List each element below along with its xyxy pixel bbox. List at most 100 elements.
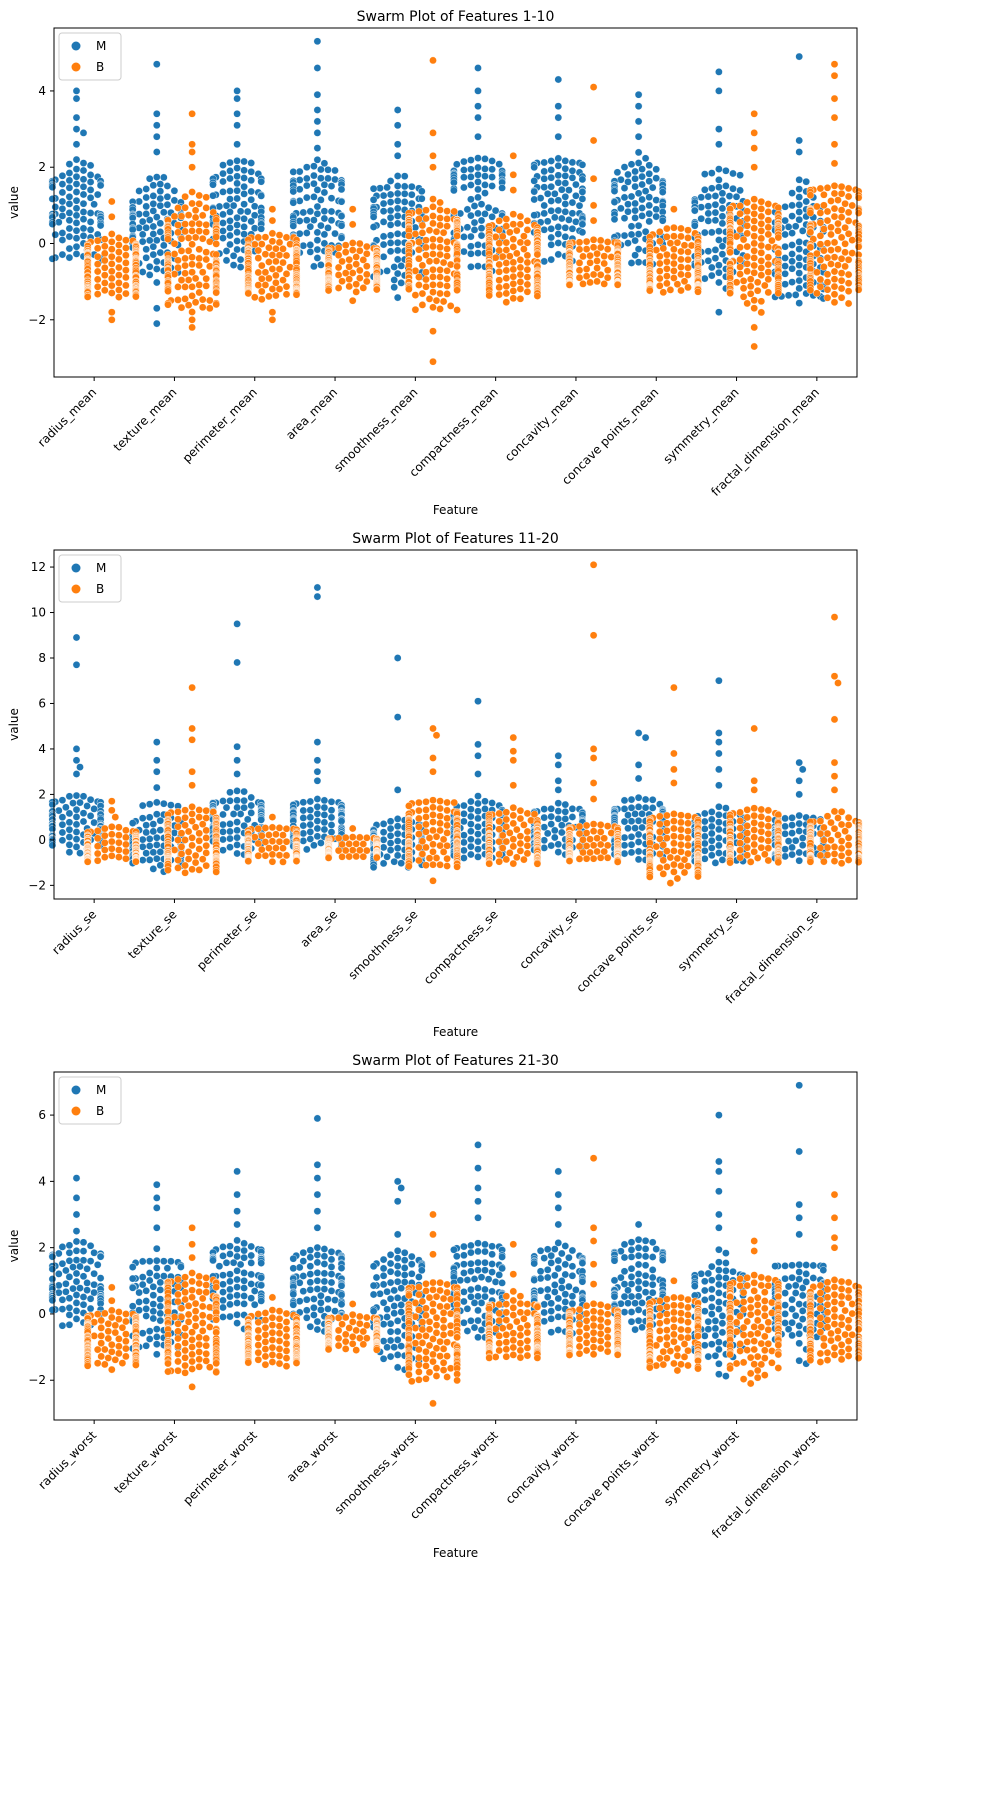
point-b <box>437 813 444 820</box>
point-b <box>437 215 444 222</box>
point-m <box>226 820 233 827</box>
point-m <box>80 208 87 215</box>
point-b <box>855 209 862 216</box>
point-m <box>73 188 80 195</box>
point-b <box>279 858 286 865</box>
point-m <box>796 857 803 864</box>
point-b <box>587 849 594 856</box>
point-b <box>429 818 436 825</box>
point-m <box>52 231 59 238</box>
point-b <box>429 304 436 311</box>
point-m <box>234 797 241 804</box>
point-b <box>203 204 210 211</box>
point-b <box>287 241 294 248</box>
point-m <box>226 789 233 796</box>
point-b <box>590 779 597 786</box>
point-m <box>76 850 83 857</box>
point-b <box>688 242 695 249</box>
point-b <box>751 145 758 152</box>
point-m <box>782 203 789 210</box>
point-b <box>751 305 758 312</box>
point-b <box>524 281 531 288</box>
point-b <box>751 297 758 304</box>
point-b <box>496 284 503 291</box>
point-m <box>234 110 241 117</box>
point-b <box>415 281 422 288</box>
point-m <box>569 805 576 812</box>
point-b <box>817 276 824 283</box>
point-m <box>237 208 244 215</box>
point-m <box>66 225 73 232</box>
point-b <box>670 833 677 840</box>
point-m <box>464 206 471 213</box>
point-b <box>663 848 670 855</box>
point-m <box>328 208 335 215</box>
point-m <box>541 184 548 191</box>
point-b <box>437 827 444 834</box>
point-m <box>632 237 639 244</box>
point-m <box>66 245 73 252</box>
point-b <box>744 268 751 275</box>
point-m <box>531 196 538 203</box>
point-m <box>639 824 646 831</box>
point-m <box>394 786 401 793</box>
point-b <box>684 234 691 241</box>
point-m <box>715 782 722 789</box>
point-b <box>831 95 838 102</box>
point-b <box>444 822 451 829</box>
point-m <box>635 259 642 266</box>
point-b <box>670 274 677 281</box>
point-m <box>73 212 80 219</box>
point-m <box>380 241 387 248</box>
point-m <box>226 224 233 231</box>
point-m <box>701 818 708 825</box>
point-m <box>531 177 538 184</box>
point-m <box>321 160 328 167</box>
point-b <box>744 300 751 307</box>
point-m <box>387 847 394 854</box>
point-b <box>758 298 765 305</box>
point-b <box>590 632 597 639</box>
point-b <box>660 841 667 848</box>
point-b <box>677 233 684 240</box>
point-b <box>440 848 447 855</box>
point-b <box>834 220 841 227</box>
point-m <box>796 777 803 784</box>
point-b <box>751 324 758 331</box>
point-b <box>524 288 531 295</box>
point-m <box>234 620 241 627</box>
point-b <box>604 274 611 281</box>
point-m <box>139 238 146 245</box>
point-m <box>796 270 803 277</box>
point-b <box>283 852 290 859</box>
y-tick-label: 2 <box>38 160 46 174</box>
point-b <box>363 834 370 841</box>
point-m <box>460 174 467 181</box>
point-m <box>474 87 481 94</box>
point-m <box>321 826 328 833</box>
point-b <box>349 239 356 246</box>
point-m <box>799 766 806 773</box>
point-m <box>635 794 642 801</box>
point-m <box>628 223 635 230</box>
point-m <box>548 207 555 214</box>
point-b <box>132 858 139 865</box>
point-m <box>241 158 248 165</box>
point-m <box>317 196 324 203</box>
point-m <box>387 239 394 246</box>
point-m <box>621 842 628 849</box>
point-m <box>611 199 618 206</box>
point-m <box>628 833 635 840</box>
point-b <box>807 244 814 251</box>
point-m <box>234 214 241 221</box>
point-m <box>715 677 722 684</box>
point-b <box>845 300 852 307</box>
point-b <box>353 853 360 860</box>
point-m <box>226 835 233 842</box>
point-m <box>321 819 328 826</box>
point-m <box>226 175 233 182</box>
point-m <box>66 819 73 826</box>
point-m <box>66 200 73 207</box>
point-m <box>49 195 56 202</box>
point-m <box>562 208 569 215</box>
